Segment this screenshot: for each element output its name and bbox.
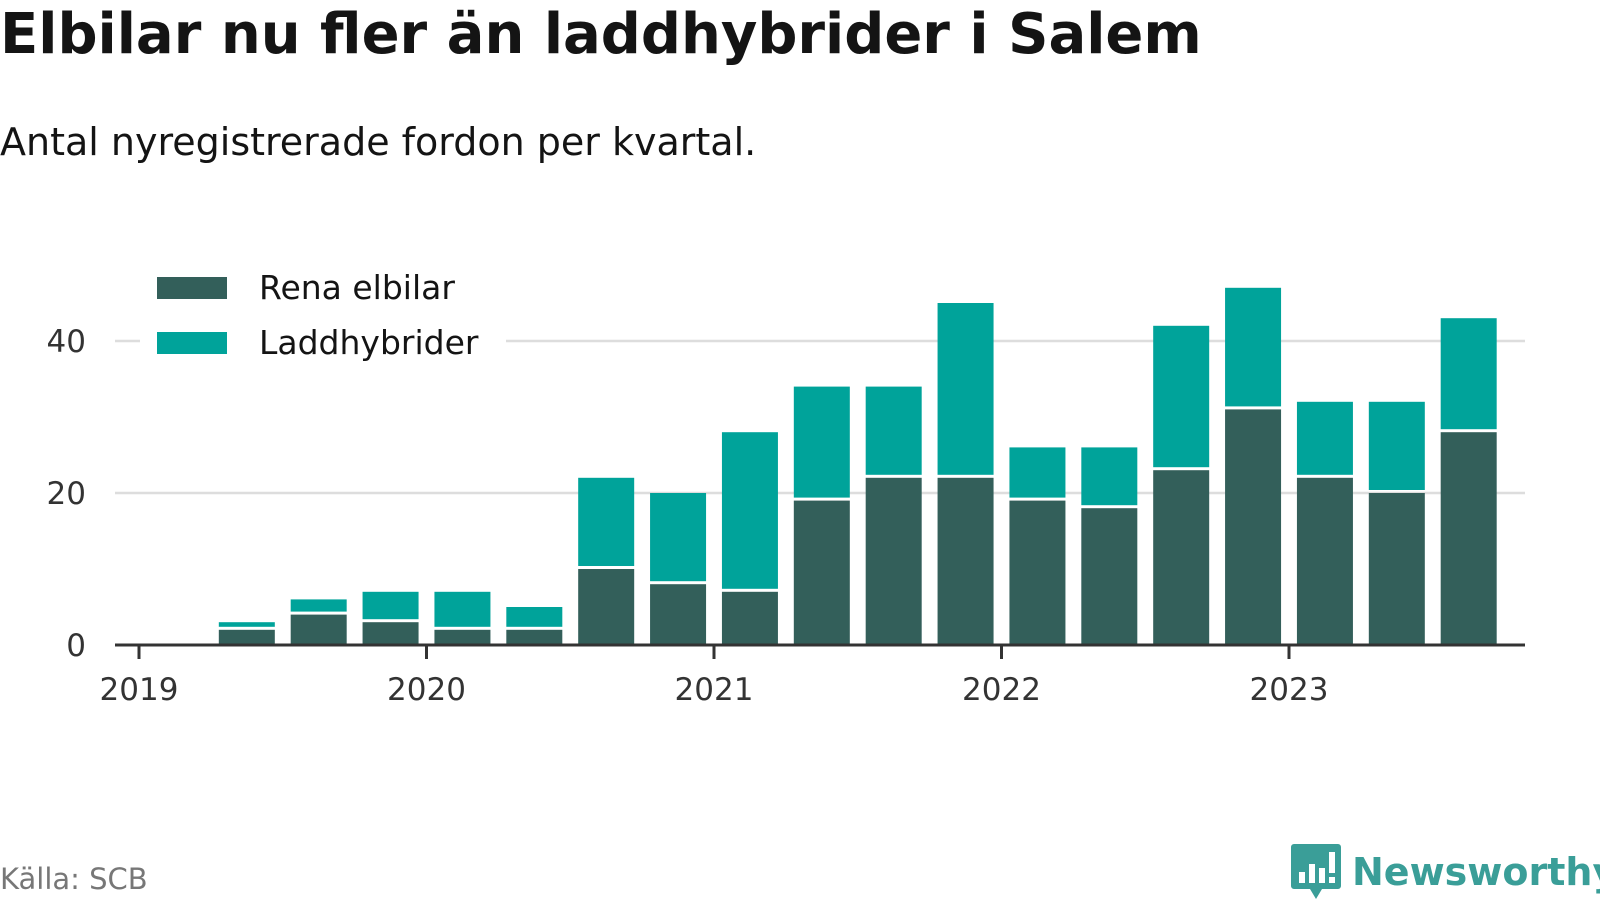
bar-rena-elbilar bbox=[1081, 508, 1138, 645]
x-tick-label: 2019 bbox=[100, 672, 179, 708]
bar-rena-elbilar bbox=[218, 629, 275, 645]
chart-subtitle: Antal nyregistrerade fordon per kvartal. bbox=[0, 120, 757, 164]
bar-rena-elbilar bbox=[721, 591, 778, 645]
bar-laddhybrider bbox=[937, 303, 994, 475]
bar-rena-elbilar bbox=[793, 500, 850, 645]
x-tick-label: 2020 bbox=[387, 672, 466, 708]
bar-rena-elbilar bbox=[1225, 409, 1282, 645]
bar-rena-elbilar bbox=[1153, 470, 1210, 645]
brand-logo: Newsworthy bbox=[1290, 842, 1600, 902]
axes: 0 20 40 2019 2020 2021 2022 2023 bbox=[47, 324, 1525, 708]
bar-laddhybrider bbox=[865, 386, 922, 475]
legend-label: Rena elbilar bbox=[259, 268, 455, 307]
y-tick-label: 40 bbox=[47, 324, 86, 360]
bar-laddhybrider bbox=[721, 432, 778, 589]
bar-rena-elbilar bbox=[362, 622, 419, 645]
bar-laddhybrider bbox=[1296, 401, 1353, 475]
legend-label: Laddhybrider bbox=[259, 323, 479, 362]
bar-laddhybrider bbox=[1153, 325, 1210, 468]
source-note: Källa: SCB bbox=[0, 862, 148, 896]
bar-laddhybrider bbox=[578, 477, 635, 566]
bar-laddhybrider bbox=[1368, 401, 1425, 490]
x-tick-label: 2021 bbox=[675, 672, 754, 708]
bar-rena-elbilar bbox=[865, 477, 922, 645]
bar-rena-elbilar bbox=[1440, 432, 1497, 645]
bar-laddhybrider bbox=[1225, 287, 1282, 407]
bar-rena-elbilar bbox=[290, 614, 347, 645]
y-tick-label: 20 bbox=[47, 476, 86, 512]
bar-laddhybrider bbox=[434, 591, 491, 627]
bar-laddhybrider bbox=[1081, 447, 1138, 506]
x-tick-label: 2022 bbox=[962, 672, 1041, 708]
bar-rena-elbilar bbox=[506, 629, 563, 645]
bar-laddhybrider bbox=[362, 591, 419, 620]
brand-name: Newsworthy bbox=[1352, 850, 1600, 894]
bar-laddhybrider bbox=[1440, 318, 1497, 430]
legend-swatch bbox=[157, 332, 227, 354]
bar-rena-elbilar bbox=[434, 629, 491, 645]
bar-rena-elbilar bbox=[650, 584, 707, 645]
bar-laddhybrider bbox=[506, 607, 563, 627]
bars bbox=[218, 287, 1497, 645]
newsworthy-bar-chart-icon bbox=[1291, 844, 1341, 899]
legend-swatch bbox=[157, 277, 227, 299]
bar-rena-elbilar bbox=[1296, 477, 1353, 645]
bar-laddhybrider bbox=[793, 386, 850, 498]
bar-rena-elbilar bbox=[937, 477, 994, 645]
y-tick-label: 0 bbox=[66, 628, 86, 664]
bar-rena-elbilar bbox=[1009, 500, 1066, 645]
legend: Rena elbilar Laddhybrider bbox=[140, 262, 506, 374]
bar-laddhybrider bbox=[218, 622, 275, 627]
stacked-bar-chart: 0 20 40 2019 2020 2021 2022 2023 Rena elbilar La… bbox=[46, 262, 1525, 708]
x-tick-label: 2023 bbox=[1250, 672, 1329, 708]
bar-laddhybrider bbox=[1009, 447, 1066, 498]
bar-laddhybrider bbox=[290, 599, 347, 612]
bar-rena-elbilar bbox=[1368, 493, 1425, 645]
chart-title: Elbilar nu fler än laddhybrider i Salem bbox=[0, 2, 1202, 67]
bar-rena-elbilar bbox=[578, 569, 635, 645]
bar-laddhybrider bbox=[650, 493, 707, 582]
